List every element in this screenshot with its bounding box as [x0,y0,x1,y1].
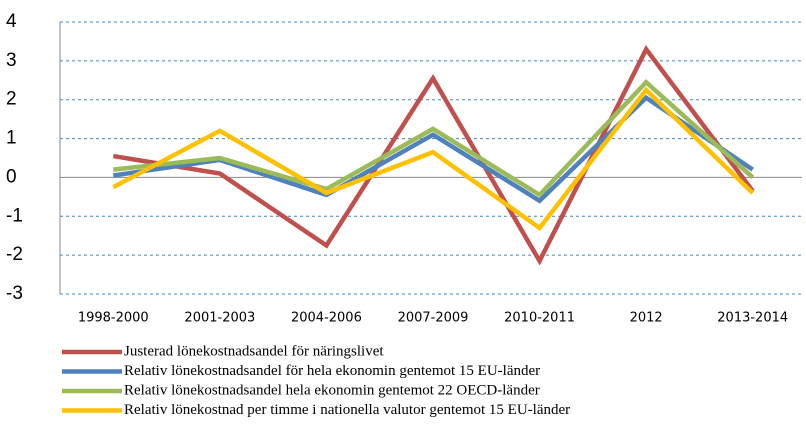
x-tick-label: 2007-2009 [398,311,469,326]
y-tick-label: 2 [6,89,17,110]
y-tick-label: 1 [6,128,17,149]
x-tick-label: 2013-2014 [717,311,788,326]
x-tick-label: 2004-2006 [291,311,362,326]
series-line [113,79,755,198]
y-tick-label: 4 [6,11,17,32]
series-line [112,44,755,266]
x-tick-label: 1998-2000 [78,311,149,326]
series-line [112,94,754,204]
legend-label: Relativ lönekostnadsandel för hela ekono… [124,363,540,379]
legend-label: Relativ lönekostnadsandel hela ekonomin … [124,382,540,398]
legend-label: Justerad lönekostnadsandel för näringsli… [124,343,384,359]
y-tick-label: 3 [6,50,17,71]
x-tick-label: 2001-2003 [184,311,255,326]
y-tick-label: -1 [6,205,23,226]
x-tick-label: 2012 [630,311,663,326]
x-tick-label: 2010-2011 [504,311,575,326]
y-tick-label: 0 [6,166,17,187]
y-tick-label: -3 [6,283,23,304]
y-tick-label: -2 [6,244,23,265]
series-line [112,86,755,232]
legend-label: Relativ lönekostnad per timme i nationel… [124,402,570,418]
